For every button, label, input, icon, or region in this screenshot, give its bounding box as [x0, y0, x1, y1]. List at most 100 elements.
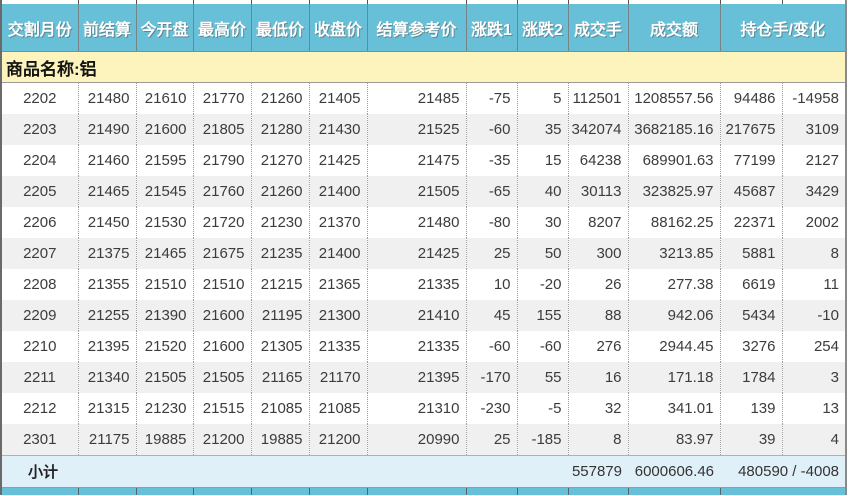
cell-value: 26 [568, 269, 629, 300]
sliver-cell [193, 0, 252, 4]
cell-value: 300 [568, 238, 629, 269]
cell-value: -65 [466, 176, 518, 207]
subtotal-turnover: 6000606.46 [628, 455, 720, 488]
cell-value: 5 [517, 82, 569, 114]
cell-value: 21505 [193, 362, 252, 393]
cell-value: 25 [466, 424, 518, 456]
table-row: 2202 21480 21610 21770 21260 21405 21485 -75 5 11… [1, 82, 846, 114]
cell-value: 10 [466, 269, 518, 300]
cell-delivery-month: 2212 [1, 393, 79, 424]
cell-delivery-month: 2204 [1, 145, 79, 176]
sliver-cell [367, 487, 467, 495]
cell-value: 21260 [251, 82, 310, 114]
cell-value: -10 [782, 300, 846, 331]
col-header-open: 今开盘 [136, 4, 194, 52]
cell-value: 15 [517, 145, 569, 176]
subtotal-empty-cell [466, 455, 517, 488]
cell-value: 21430 [309, 114, 368, 145]
cell-value: 21530 [136, 207, 194, 238]
cell-delivery-month: 2205 [1, 176, 79, 207]
cell-value: 88 [568, 300, 629, 331]
cell-delivery-month: 2211 [1, 362, 79, 393]
cell-value: -170 [466, 362, 518, 393]
cell-value: 21335 [309, 331, 368, 362]
cell-value: -35 [466, 145, 518, 176]
cell-value: 942.06 [628, 300, 721, 331]
cell-value: 2944.45 [628, 331, 721, 362]
subtotal-empty-cell [309, 455, 367, 488]
sliver-cell [568, 0, 629, 4]
cell-value: 21520 [136, 331, 194, 362]
cell-value: 21600 [193, 331, 252, 362]
col-header-high: 最高价 [193, 4, 252, 52]
cell-value: 21085 [251, 393, 310, 424]
cell-delivery-month: 2210 [1, 331, 79, 362]
cell-value: 1208557.56 [628, 82, 721, 114]
col-header-settlement-ref: 结算参考价 [367, 4, 467, 52]
table-row: 2209 21255 21390 21600 21195 21300 21410 45 155 8… [1, 300, 846, 331]
cell-value: 21610 [136, 82, 194, 114]
cell-value: 21215 [251, 269, 310, 300]
table-row: 2301 21175 19885 21200 19885 21200 20990 25 -185… [1, 424, 846, 456]
cell-value: 21475 [367, 145, 467, 176]
sliver-cell [720, 487, 846, 495]
cell-value: 277.38 [628, 269, 721, 300]
col-header-change2: 涨跌2 [517, 4, 569, 52]
subtotal-empty-cell [517, 455, 568, 488]
table-row: 2203 21490 21600 21805 21280 21430 21525 -60 35 3… [1, 114, 846, 145]
cell-value: 3682185.16 [628, 114, 721, 145]
cell-value: 5881 [720, 238, 783, 269]
cell-value: 55 [517, 362, 569, 393]
data-rows: 2202 21480 21610 21770 21260 21405 21485 -75 5 11… [1, 82, 846, 456]
cell-value: 40 [517, 176, 569, 207]
cell-value: 21085 [309, 393, 368, 424]
cell-value: 21355 [78, 269, 137, 300]
cell-delivery-month: 2203 [1, 114, 79, 145]
cell-value: 3109 [782, 114, 846, 145]
sliver-cell [517, 487, 569, 495]
sliver-cell [466, 0, 518, 4]
col-header-low: 最低价 [251, 4, 310, 52]
cell-value: 21255 [78, 300, 137, 331]
cell-value: 21280 [251, 114, 310, 145]
sliver-cell [251, 487, 310, 495]
cell-value: 21400 [309, 238, 368, 269]
subtotal-open-interest-change: 480590 / -4008 [720, 455, 846, 488]
table-row: 2205 21465 21545 21760 21260 21400 21505 -65 40 3… [1, 176, 846, 207]
cell-value: -5 [517, 393, 569, 424]
cell-value: 217675 [720, 114, 783, 145]
cell-value: -60 [517, 331, 569, 362]
cell-value: 21595 [136, 145, 194, 176]
cell-value: 77199 [720, 145, 783, 176]
subtotal-empty-cell [193, 455, 251, 488]
subtotal-empty-cell [251, 455, 309, 488]
cell-value: 323825.97 [628, 176, 721, 207]
cell-value: 21410 [367, 300, 467, 331]
cell-value: 21170 [309, 362, 368, 393]
cell-value: 3276 [720, 331, 783, 362]
cell-value: 45 [466, 300, 518, 331]
cell-value: 94486 [720, 82, 783, 114]
cell-value: 21335 [367, 331, 467, 362]
cell-value: 21805 [193, 114, 252, 145]
cell-value: 155 [517, 300, 569, 331]
cell-value: 21310 [367, 393, 467, 424]
cell-value: -60 [466, 331, 518, 362]
cell-value: 3429 [782, 176, 846, 207]
sliver-cell [628, 487, 721, 495]
table-row: 2204 21460 21595 21790 21270 21425 21475 -35 15 6… [1, 145, 846, 176]
cell-value: 21465 [136, 238, 194, 269]
sliver-cell [309, 0, 368, 4]
cell-value: 112501 [568, 82, 629, 114]
col-header-close: 收盘价 [309, 4, 368, 52]
table-row: 2210 21395 21520 21600 21305 21335 21335 -60 -60… [1, 331, 846, 362]
cell-delivery-month: 2202 [1, 82, 79, 114]
cell-value: -60 [466, 114, 518, 145]
cell-value: 30 [517, 207, 569, 238]
cell-value: 21465 [78, 176, 137, 207]
cell-value: 13 [782, 393, 846, 424]
cell-value: 2127 [782, 145, 846, 176]
cell-value: 6619 [720, 269, 783, 300]
cell-value: -14958 [782, 82, 846, 114]
